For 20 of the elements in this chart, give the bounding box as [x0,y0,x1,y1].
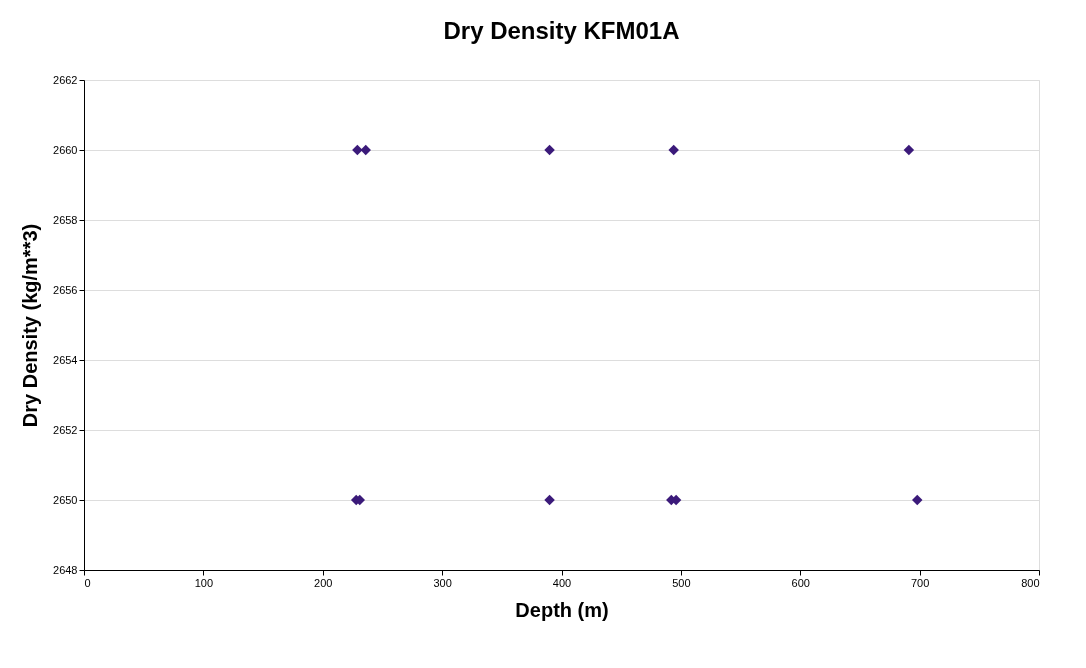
y-tick-label: 2652 [53,423,78,436]
x-tick-label: 300 [433,576,452,589]
y-axis-title: Dry Density (kg/m**3) [19,223,42,428]
x-tick-label: 800 [1021,576,1040,589]
x-tick-label: 600 [791,576,810,589]
x-tick-label: 0 [84,576,91,589]
chart-title: Dry Density KFM01A [443,17,680,44]
x-tick-label: 700 [910,576,930,589]
x-tick-label: 100 [194,576,214,589]
y-tick-label: 2650 [53,493,78,506]
y-tick-label: 2648 [53,563,78,576]
y-tick-label: 2662 [53,73,78,86]
y-tick-label: 2656 [53,283,78,296]
x-tick-label: 500 [672,576,691,589]
y-tick-label: 2660 [53,143,78,156]
x-tick-label: 400 [552,576,572,589]
x-axis-title: Depth (m) [515,598,609,621]
y-tick-label: 2654 [53,353,78,366]
y-tick-label: 2658 [53,213,78,226]
x-tick-label: 200 [314,576,333,589]
